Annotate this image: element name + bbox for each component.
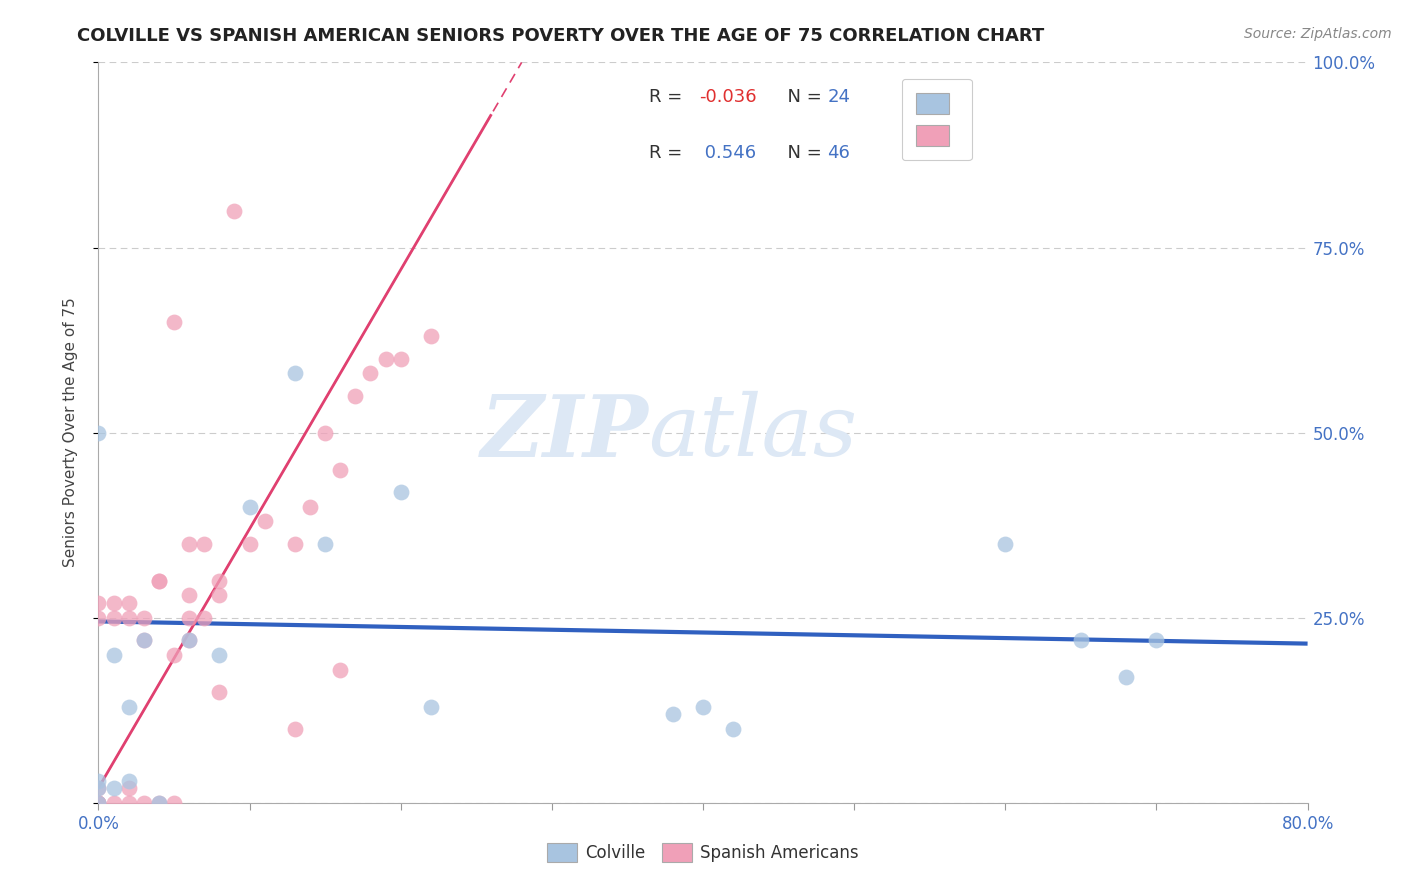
Point: [314, 536, 336, 550]
Point: [253, 515, 276, 529]
Point: [87, 780, 110, 795]
Point: [87, 796, 110, 810]
Text: COLVILLE VS SPANISH AMERICAN SENIORS POVERTY OVER THE AGE OF 75 CORRELATION CHAR: COLVILLE VS SPANISH AMERICAN SENIORS POV…: [77, 27, 1045, 45]
Text: 0.546: 0.546: [699, 144, 756, 161]
Point: [118, 610, 141, 624]
Point: [118, 596, 141, 610]
Legend: Colville, Spanish Americans: Colville, Spanish Americans: [540, 836, 866, 869]
Point: [193, 610, 215, 624]
Point: [299, 500, 322, 514]
Point: [118, 699, 141, 714]
Point: [208, 685, 231, 699]
Point: [329, 663, 352, 677]
Point: [103, 648, 125, 662]
Point: [118, 780, 141, 795]
Point: [314, 425, 336, 440]
Point: [132, 610, 155, 624]
Point: [87, 610, 110, 624]
Text: R =: R =: [648, 144, 688, 161]
Point: [389, 484, 412, 499]
Point: [374, 351, 396, 366]
Point: [661, 706, 683, 721]
Point: [87, 425, 110, 440]
Text: N =: N =: [776, 88, 827, 106]
Point: [87, 796, 110, 810]
Point: [163, 648, 186, 662]
Point: [148, 796, 170, 810]
Point: [284, 367, 307, 381]
Point: [1144, 632, 1167, 647]
Point: [163, 314, 186, 328]
Point: [87, 796, 110, 810]
Point: [132, 796, 155, 810]
Point: [103, 780, 125, 795]
Point: [132, 632, 155, 647]
Point: [118, 773, 141, 788]
Point: [148, 574, 170, 588]
Text: Source: ZipAtlas.com: Source: ZipAtlas.com: [1244, 27, 1392, 41]
Point: [163, 796, 186, 810]
Point: [360, 367, 382, 381]
Point: [118, 796, 141, 810]
Point: [692, 699, 714, 714]
Point: [103, 796, 125, 810]
Point: [208, 589, 231, 603]
Point: [329, 462, 352, 476]
Point: [132, 632, 155, 647]
Point: [179, 632, 201, 647]
Point: [179, 632, 201, 647]
Point: [239, 500, 262, 514]
Text: N =: N =: [776, 144, 827, 161]
Text: R =: R =: [648, 88, 688, 106]
Point: [148, 796, 170, 810]
Point: [723, 722, 745, 736]
Point: [1070, 632, 1092, 647]
Point: [193, 536, 215, 550]
Point: [148, 574, 170, 588]
Point: [224, 203, 246, 218]
Text: -0.036: -0.036: [699, 88, 756, 106]
Text: 46: 46: [828, 144, 851, 161]
Point: [208, 574, 231, 588]
Point: [87, 796, 110, 810]
Text: 24: 24: [828, 88, 851, 106]
Point: [344, 388, 367, 402]
Point: [420, 329, 443, 343]
Text: ZIP: ZIP: [481, 391, 648, 475]
Point: [87, 596, 110, 610]
Point: [179, 610, 201, 624]
Point: [179, 589, 201, 603]
Point: [87, 780, 110, 795]
Point: [239, 536, 262, 550]
Text: atlas: atlas: [648, 392, 858, 474]
Point: [284, 536, 307, 550]
Point: [1115, 670, 1137, 684]
Point: [994, 536, 1017, 550]
Point: [420, 699, 443, 714]
Y-axis label: Seniors Poverty Over the Age of 75: Seniors Poverty Over the Age of 75: [63, 298, 77, 567]
Point: [87, 773, 110, 788]
Point: [103, 596, 125, 610]
Point: [87, 796, 110, 810]
Point: [389, 351, 412, 366]
Point: [103, 610, 125, 624]
Point: [284, 722, 307, 736]
Point: [208, 648, 231, 662]
Point: [179, 536, 201, 550]
